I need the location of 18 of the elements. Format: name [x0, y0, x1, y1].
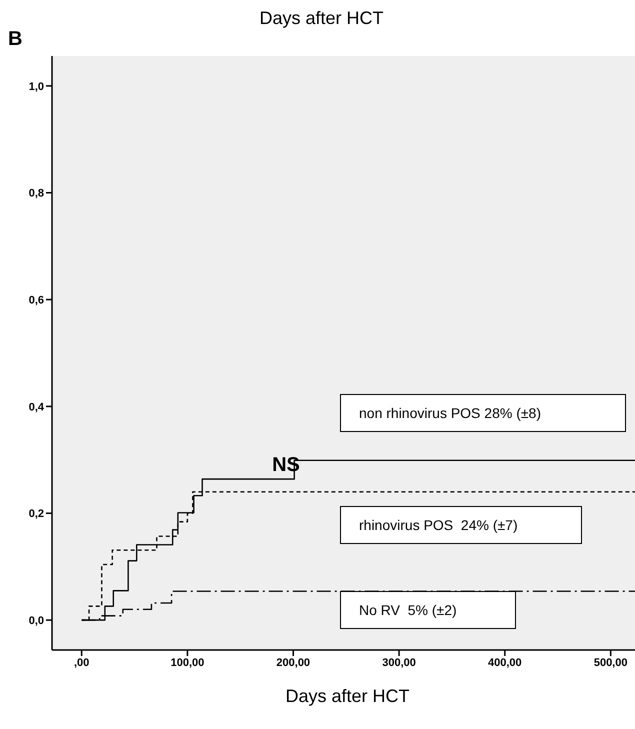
text-box: non rhinovirus POS 28% (±8): [340, 394, 626, 432]
x-tick-label: 500,00: [594, 656, 628, 669]
y-tick-label: 0,6: [28, 294, 44, 306]
y-tick-label: 0,2: [28, 508, 44, 520]
x-tick-label: 100,00: [170, 656, 204, 669]
x-tick-label: ,00: [74, 656, 90, 669]
x-tick-label: 200,00: [276, 656, 310, 669]
y-tick-label: 0,4: [28, 401, 45, 414]
text: Days after HCT: [258, 8, 385, 29]
y-tick-label: 0,0: [28, 614, 44, 627]
chart-title: B: [8, 28, 22, 51]
x-axis-title: Days after HCT: [284, 686, 411, 707]
y-tick-label: 0,8: [28, 188, 44, 200]
text-box: rhinovirus POS 24% (±7): [340, 506, 582, 544]
text-box: No RV 5% (±2): [340, 591, 516, 629]
x-tick-label: 400,00: [488, 656, 522, 669]
x-tick-label: 300,00: [382, 656, 416, 669]
y-tick-label: 1,0: [28, 80, 44, 93]
